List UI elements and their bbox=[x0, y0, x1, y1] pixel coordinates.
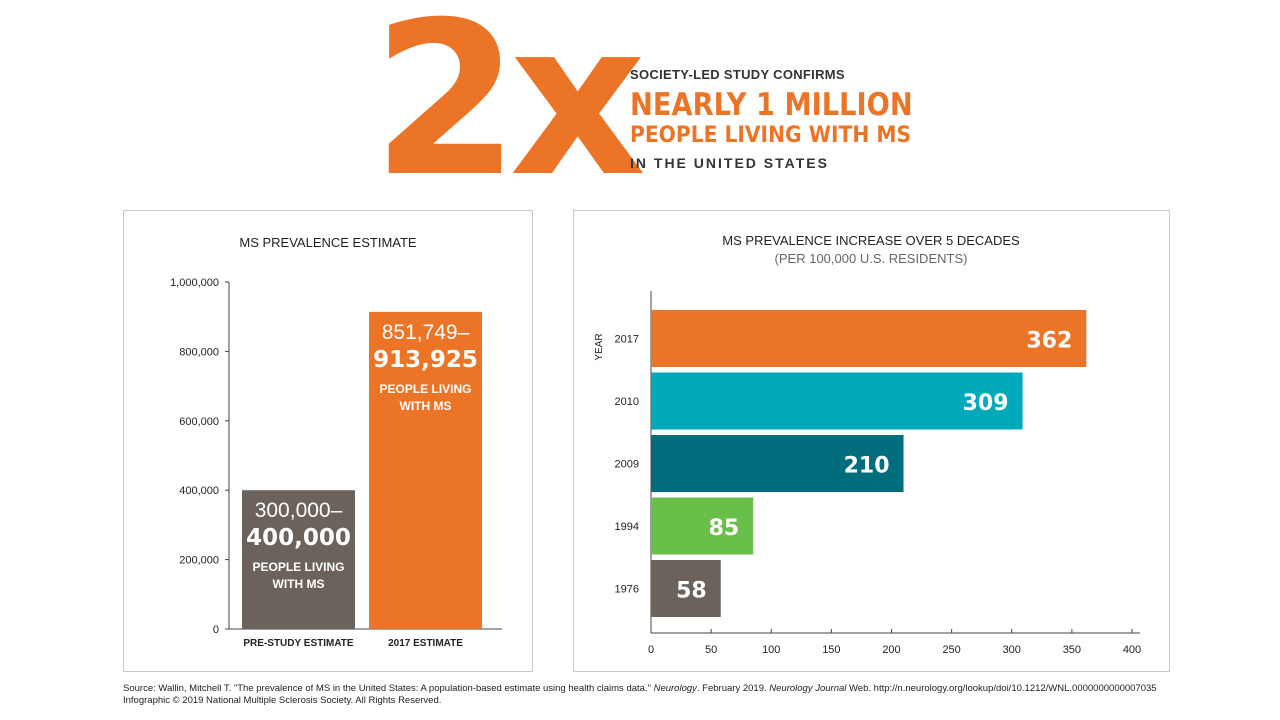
x-tick-label: 150 bbox=[822, 644, 840, 656]
hero-headline: NEARLY 1 MILLION bbox=[630, 87, 913, 123]
x-category-label: PRE-STUDY ESTIMATE bbox=[243, 638, 354, 649]
y-category-label: 2010 bbox=[615, 396, 639, 408]
bar-1994 bbox=[651, 497, 754, 555]
source-journal: Neurology bbox=[653, 683, 697, 694]
prevalence-increase-chart: MS PREVALENCE INCREASE OVER 5 DECADES (PE… bbox=[573, 210, 1170, 672]
bar-1976 bbox=[651, 560, 721, 617]
bar-label-line1: PEOPLE LIVING bbox=[252, 560, 344, 574]
bar-label-line2: WITH MS bbox=[400, 399, 452, 413]
chart-subtitle: (PER 100,000 U.S. RESIDENTS) bbox=[775, 251, 968, 266]
y-tick-label: 0 bbox=[213, 624, 219, 636]
source-journal-web: Neurology Journal bbox=[769, 683, 847, 694]
y-axis-title: YEAR bbox=[594, 333, 605, 360]
source-citation: Source: Wallin, Mitchell T. "The prevale… bbox=[123, 683, 1157, 707]
prevalence-estimate-chart: MS PREVALENCE ESTIMATE 0 200,000 400,000 600… bbox=[123, 210, 533, 672]
x-tick-label: 200 bbox=[882, 644, 900, 656]
x-tick-label: 300 bbox=[1003, 644, 1021, 656]
source-prefix: Source: Wallin, Mitchell T. "The prevale… bbox=[123, 683, 651, 694]
hero-2x: 2x bbox=[372, 0, 646, 223]
x-tick-label: 400 bbox=[1123, 644, 1141, 656]
bar-label-line2: WITH MS bbox=[273, 577, 325, 591]
bar-range-high: 913,925 bbox=[373, 347, 478, 373]
prevalence-estimate-svg: MS PREVALENCE ESTIMATE 0 200,000 400,000 600… bbox=[170, 235, 502, 649]
y-tick-label: 1,000,000 bbox=[170, 277, 219, 289]
y-category-label: 2017 bbox=[615, 334, 639, 346]
bar-range-low: 851,749– bbox=[382, 321, 470, 344]
bar-value-label: 85 bbox=[709, 516, 740, 541]
x-tick-label: 250 bbox=[942, 644, 960, 656]
y-category-label: 1976 bbox=[615, 584, 639, 596]
bar-range-low: 300,000– bbox=[255, 499, 343, 522]
hero-subtitle: SOCIETY-LED STUDY CONFIRMS bbox=[630, 67, 845, 82]
bar-value-label: 309 bbox=[963, 391, 1009, 416]
hero-location: IN THE UNITED STATES bbox=[630, 155, 829, 171]
hero-headline-2: PEOPLE LIVING WITH MS bbox=[630, 123, 912, 148]
bar-2009 bbox=[651, 435, 904, 492]
y-tick-label: 600,000 bbox=[179, 416, 219, 428]
bar-value-label: 58 bbox=[676, 579, 707, 604]
bar-value-label: 362 bbox=[1026, 329, 1072, 354]
x-tick-label: 100 bbox=[762, 644, 780, 656]
prevalence-increase-svg: MS PREVALENCE INCREASE OVER 5 DECADES (PE… bbox=[594, 233, 1141, 656]
bar-2017 bbox=[651, 310, 1087, 367]
copyright: Infographic © 2019 National Multiple Scl… bbox=[123, 695, 442, 706]
y-category-label: 1994 bbox=[615, 521, 639, 533]
hero-text: SOCIETY-LED STUDY CONFIRMS NEARLY 1 MILL… bbox=[630, 67, 951, 171]
x-tick-label: 50 bbox=[705, 644, 717, 656]
x-tick-label: 0 bbox=[648, 644, 654, 656]
source-suffix: Web. http://n.neurology.org/lookup/doi/1… bbox=[849, 683, 1157, 694]
y-tick-label: 400,000 bbox=[179, 485, 219, 497]
chart-title: MS PREVALENCE ESTIMATE bbox=[239, 235, 417, 250]
y-tick-label: 800,000 bbox=[179, 346, 219, 358]
source-mid: . February 2019. bbox=[696, 683, 767, 694]
bar-label-line1: PEOPLE LIVING bbox=[379, 382, 471, 396]
x-tick-label: 350 bbox=[1063, 644, 1081, 656]
y-category-label: 2009 bbox=[615, 459, 639, 471]
bar-value-label: 210 bbox=[844, 454, 890, 479]
chart-title: MS PREVALENCE INCREASE OVER 5 DECADES bbox=[722, 233, 1020, 248]
x-category-label: 2017 ESTIMATE bbox=[388, 638, 463, 649]
bar-2017 bbox=[369, 311, 482, 629]
y-tick-label: 200,000 bbox=[179, 555, 219, 567]
bar-pre-study bbox=[242, 490, 355, 629]
bar-range-high: 400,000 bbox=[246, 525, 351, 551]
bar-2010 bbox=[651, 372, 1023, 430]
